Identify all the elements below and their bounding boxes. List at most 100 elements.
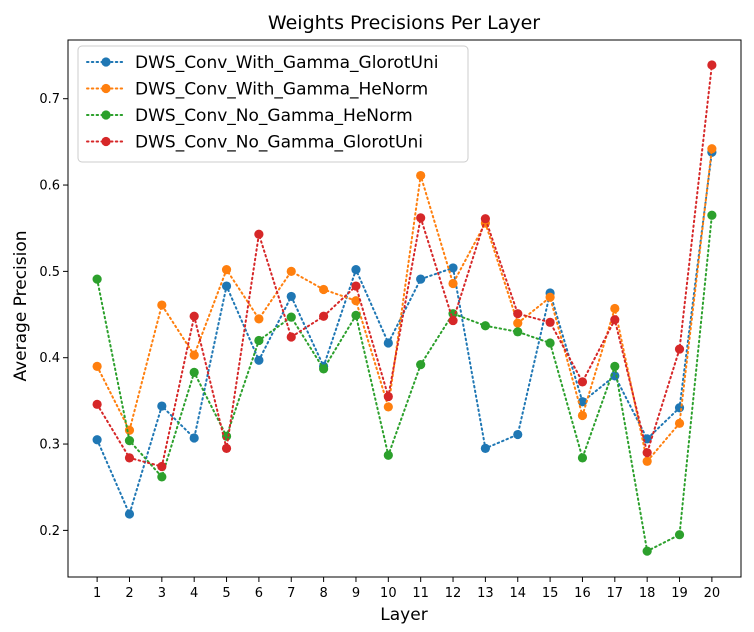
legend-label-3: DWS_Conv_No_Gamma_HeNorm [135,106,413,126]
series-2-point-18 [642,456,652,466]
y-tick-label-0.5: 0.5 [39,265,60,280]
series-1-point-13 [480,443,490,453]
series-line-4 [96,64,713,468]
x-tick-label-15: 15 [542,586,559,601]
series-3-point-4 [189,367,199,377]
series-4-point-17 [610,315,620,325]
x-axis-title: Layer [380,605,427,625]
series-1-point-3 [157,401,167,411]
series-2-point-8 [319,284,329,295]
x-tick-label-9: 9 [352,586,360,601]
series-3-point-19 [674,530,685,540]
series-3-point-14 [513,327,523,337]
x-tick-label-7: 7 [287,586,295,601]
series-line-3 [96,214,713,553]
series-1-point-11 [416,274,426,284]
series-3-point-16 [577,453,588,463]
legend-marker-3 [101,110,111,120]
series-2-point-9 [351,296,361,306]
x-tick-label-3: 3 [158,586,166,601]
series-3-point-15 [545,338,555,348]
x-tick-label-17: 17 [607,586,624,601]
series-2-point-3 [157,300,167,310]
series-3-point-2 [124,435,135,446]
x-tick-label-13: 13 [477,586,494,601]
axes-frame [67,39,742,578]
series-2-point-16 [577,410,588,421]
series-4-point-1 [92,399,102,409]
series-4-point-16 [577,377,588,387]
series-1-point-2 [124,509,135,519]
legend-marker-4 [101,136,111,147]
series-1-point-16 [577,397,588,407]
legend-label-4: DWS_Conv_No_Gamma_GlorotUni [135,133,423,153]
series-1-point-5 [221,281,232,291]
series-3-point-20 [707,210,717,220]
series-4-point-6 [254,229,264,239]
series-3-point-8 [319,364,329,374]
series-2-point-20 [707,144,717,154]
series-4-point-9 [351,281,361,291]
x-tick-label-2: 2 [125,586,133,601]
series-3-point-3 [157,472,167,482]
legend-box [77,45,469,163]
series-4-point-18 [642,448,652,458]
series-4-point-19 [674,344,685,354]
series-1-point-19 [674,403,685,413]
x-tick-label-5: 5 [222,586,230,601]
series-4-point-12 [448,315,458,326]
x-tick-label-16: 16 [574,586,591,601]
series-3-point-11 [416,360,426,370]
series-3-point-18 [642,546,652,556]
x-tick-label-8: 8 [319,586,327,601]
x-tick-label-14: 14 [509,586,526,601]
x-tick-label-11: 11 [412,586,429,601]
series-3-point-17 [610,361,620,371]
y-axis-title: Average Precision [11,230,31,381]
x-tick-label-20: 20 [704,586,721,601]
series-2-point-15 [545,292,555,302]
series-2-point-4 [189,350,199,360]
series-4-point-5 [221,443,232,453]
series-4-point-15 [545,317,555,327]
series-1-point-7 [286,291,296,302]
y-tick-label-0.6: 0.6 [39,179,60,194]
x-tick-label-1: 1 [93,586,101,601]
series-2-point-7 [286,266,296,276]
x-tick-label-12: 12 [445,586,462,601]
series-3-point-10 [383,450,393,460]
x-tick-label-19: 19 [671,586,688,601]
series-4-point-7 [286,332,296,342]
series-4-point-8 [319,311,329,321]
series-1-point-12 [448,263,458,273]
series-1-point-1 [92,435,102,445]
series-4-point-14 [513,309,523,319]
series-4-point-10 [383,391,393,402]
plot-area: 1 2 3 4 5 6 7 8 9 10 11 12 13 14 15 16 17 18 19 200.20.30.4… [39,39,742,601]
series-4-point-11 [416,213,426,223]
series-2-point-10 [383,402,393,412]
series-2-point-11 [416,170,426,181]
series-4-point-3 [157,461,167,472]
series-2-point-14 [513,318,523,328]
legend-marker-2 [101,83,111,94]
series-3-point-13 [480,321,490,331]
chart-title: Weights Precisions Per Layer [268,12,540,34]
series-1-point-4 [189,433,199,443]
series-2-point-2 [124,425,135,435]
series-2-point-5 [221,265,232,275]
series-2-point-1 [92,361,102,371]
series-3-point-7 [286,312,296,322]
series-3-point-9 [351,310,361,321]
series-4-point-2 [124,453,135,463]
x-tick-label-4: 4 [190,586,198,601]
series-1-point-6 [254,355,264,365]
series-3-point-6 [254,335,264,346]
series-2-point-6 [254,314,264,324]
legend: DWS_Conv_With_Gamma_GlorotUni DWS_Conv_Wi… [77,45,469,163]
series-2-point-19 [674,418,685,428]
series-1-point-14 [513,429,523,440]
series-4-point-13 [480,214,490,224]
